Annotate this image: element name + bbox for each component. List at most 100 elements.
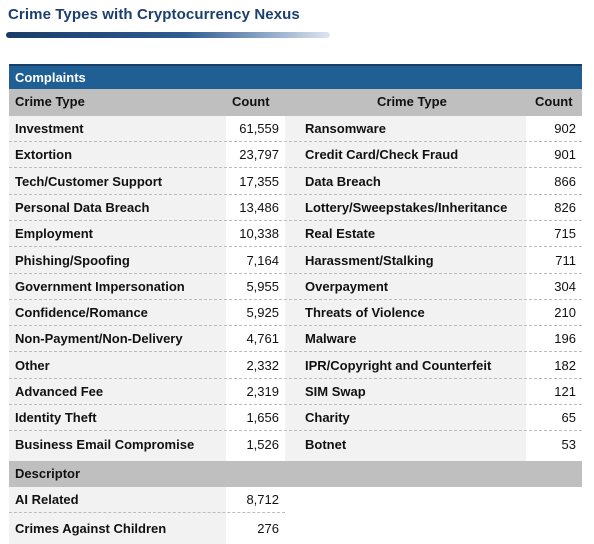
row-separator — [9, 141, 582, 142]
crime-type-left: Advanced Fee — [15, 384, 104, 399]
descriptor-row: AI Related 8,712 — [9, 487, 285, 513]
table-row: Confidence/Romance 5,925 Threats of Violen… — [9, 300, 582, 327]
count-right: 65 — [561, 410, 576, 426]
descriptor-row: Crimes Against Children 276 — [9, 516, 285, 542]
crime-type-right: Botnet — [305, 436, 347, 452]
crime-type-left: Employment — [15, 226, 94, 242]
count-left: 23,797 — [239, 147, 279, 163]
descriptor-count: 276 — [257, 521, 279, 536]
count-right: 711 — [555, 252, 576, 268]
count-right: 196 — [554, 331, 576, 347]
header-crime-type-right: Crime Type — [377, 94, 447, 109]
crime-type-right: Credit Card/Check Fraud — [305, 147, 459, 163]
crime-type-right: Threats of Violence — [305, 305, 425, 321]
crime-type-left: Identity Theft — [15, 410, 97, 426]
count-left: 2,319 — [246, 384, 279, 399]
crime-type-left: Other — [15, 357, 50, 373]
table-row: Business Email Compromise 1,526 Botnet 53 — [9, 432, 582, 458]
crime-type-right: Harassment/Stalking — [305, 252, 434, 268]
row-separator — [9, 404, 582, 405]
count-left: 7,164 — [246, 252, 279, 268]
row-separator — [9, 430, 582, 432]
count-column-left-bg — [226, 116, 285, 461]
descriptor-blank-area — [285, 487, 582, 544]
row-separator — [9, 246, 582, 248]
count-right: 866 — [554, 173, 576, 189]
count-right: 210 — [554, 305, 576, 321]
descriptor-label: Descriptor — [15, 466, 81, 481]
count-right: 901 — [554, 147, 576, 163]
crime-type-left: Business Email Compromise — [15, 436, 195, 452]
complaints-label: Complaints — [15, 70, 86, 85]
crime-type-right: SIM Swap — [305, 384, 366, 399]
table-row: Government Impersonation 5,955 Overpayment… — [9, 274, 582, 300]
table-row: Investment 61,559 Ransomware 902 — [9, 116, 582, 142]
table-row: Non-Payment/Non-Delivery 4,761 Malware 196 — [9, 326, 582, 353]
table-row: Extortion 23,797 Credit Card/Check Fraud 90… — [9, 142, 582, 169]
crime-type-left: Phishing/Spoofing — [15, 252, 130, 268]
crime-type-right: Data Breach — [305, 173, 381, 189]
table-row: Employment 10,338 Real Estate 715 — [9, 221, 582, 248]
row-separator — [9, 377, 582, 379]
crime-type-right: IPR/Copyright and Counterfeit — [305, 357, 492, 373]
row-separator — [9, 272, 582, 274]
page-title: Crime Types with Cryptocurrency Nexus — [8, 6, 300, 23]
crime-table: Complaints Crime Type Count Crime Type C… — [9, 64, 582, 544]
count-right: 826 — [554, 199, 576, 215]
count-left: 4,761 — [246, 331, 279, 347]
crime-type-left: Extortion — [15, 147, 73, 163]
table-row: Advanced Fee 2,319 SIM Swap 121 — [9, 379, 582, 405]
count-left: 5,955 — [246, 278, 279, 294]
count-left: 2,332 — [246, 357, 279, 373]
table-row: Tech/Customer Support 17,355 Data Breach 86… — [9, 169, 582, 195]
count-left: 61,559 — [239, 121, 279, 136]
count-right: 121 — [554, 384, 576, 399]
crime-type-right: Ransomware — [305, 121, 386, 136]
crime-type-left: Personal Data Breach — [15, 199, 150, 215]
table-row: Personal Data Breach 13,486 Lottery/Sweeps… — [9, 195, 582, 221]
descriptor-count-bg — [226, 487, 285, 544]
count-right: 902 — [554, 121, 576, 136]
count-left: 10,338 — [239, 226, 279, 242]
descriptor-count: 8,712 — [246, 492, 279, 507]
header-crime-type-left: Crime Type — [15, 94, 85, 109]
count-left: 1,656 — [246, 410, 279, 426]
row-separator — [9, 193, 582, 195]
title-underline — [6, 32, 330, 38]
header-count-left: Count — [232, 94, 270, 109]
table-row: Identity Theft 1,656 Charity 65 — [9, 405, 582, 432]
crime-type-right: Real Estate — [305, 226, 376, 242]
descriptor-name: Crimes Against Children — [15, 521, 167, 536]
count-left: 17,355 — [239, 173, 279, 189]
row-separator — [9, 351, 582, 353]
crime-type-right: Charity — [305, 410, 350, 426]
table-row: Other 2,332 IPR/Copyright and Counterfeit 1… — [9, 353, 582, 379]
descriptor-header: Descriptor — [9, 461, 582, 487]
count-left: 13,486 — [239, 199, 279, 215]
row-separator — [9, 298, 582, 300]
table-row: Phishing/Spoofing 7,164 Harassment/Stalkin… — [9, 248, 582, 274]
crime-type-left: Non-Payment/Non-Delivery — [15, 331, 183, 347]
row-separator — [9, 325, 582, 327]
count-right: 53 — [561, 436, 576, 452]
count-left: 1,526 — [246, 436, 279, 452]
count-right: 304 — [554, 278, 576, 294]
crime-type-right: Overpayment — [305, 278, 389, 294]
crime-type-left: Investment — [15, 121, 84, 136]
complaints-banner: Complaints — [9, 64, 582, 89]
descriptor-name: AI Related — [15, 492, 79, 507]
count-column-right-bg — [526, 116, 582, 461]
crime-type-left: Confidence/Romance — [15, 305, 148, 321]
count-right: 715 — [554, 226, 576, 242]
header-count-right: Count — [535, 94, 573, 109]
row-separator — [9, 167, 582, 169]
crime-type-left: Government Impersonation — [15, 278, 185, 294]
crime-type-right: Malware — [305, 331, 357, 347]
row-separator — [9, 219, 582, 221]
crime-type-right: Lottery/Sweepstakes/Inheritance — [305, 199, 508, 215]
row-separator — [9, 512, 285, 513]
table-header: Crime Type Count Crime Type Count — [9, 89, 582, 116]
crime-type-left: Tech/Customer Support — [15, 173, 163, 189]
count-right: 182 — [554, 357, 576, 373]
count-left: 5,925 — [246, 305, 279, 321]
